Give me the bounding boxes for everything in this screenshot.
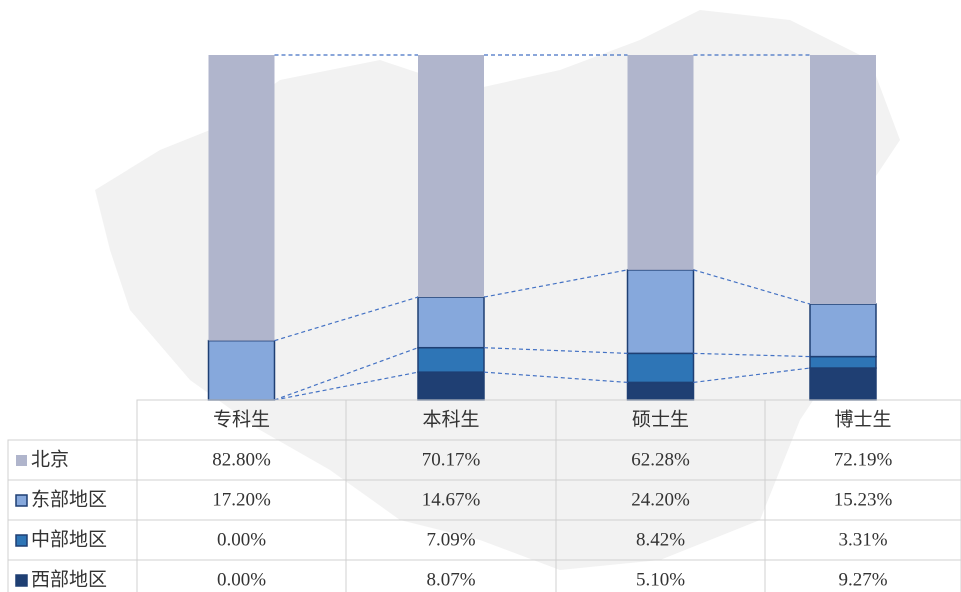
bar-segment [626, 352, 695, 384]
table-value: 9.27% [838, 569, 887, 590]
legend-swatch [15, 494, 28, 507]
category-label: 硕士生 [632, 408, 689, 430]
table-value: 0.00% [217, 529, 266, 550]
bar-segment [418, 55, 484, 298]
connector-line [693, 352, 811, 358]
map-background [95, 10, 900, 570]
bar-segment [417, 296, 485, 349]
connector-line [274, 296, 419, 342]
table-value: 8.07% [426, 569, 475, 590]
legend-swatch [15, 574, 28, 587]
connector-line [483, 371, 628, 384]
bar-segment [626, 381, 695, 401]
table-value: 70.17% [422, 449, 481, 470]
table-value: 3.31% [838, 529, 887, 550]
legend-swatch [16, 455, 27, 466]
bar-segment [417, 371, 485, 401]
bar-segment [417, 346, 485, 373]
connector-line [483, 347, 628, 354]
bar-segment [809, 367, 877, 401]
table-value: 17.20% [212, 489, 271, 510]
bar-segment [626, 269, 695, 355]
bar-segment [809, 355, 877, 369]
category-label: 本科生 [422, 408, 479, 430]
bar-segment [207, 339, 276, 401]
table-value: 82.80% [212, 449, 271, 470]
table-value: 15.23% [834, 489, 893, 510]
table-value: 7.09% [426, 529, 475, 550]
connector-line [274, 347, 419, 401]
connector-line [274, 371, 419, 401]
category-label: 博士生 [834, 408, 891, 430]
table-value: 24.20% [631, 489, 690, 510]
table-cell [7, 439, 138, 481]
bar-segment [810, 55, 876, 305]
table-value: 62.28% [631, 449, 690, 470]
table-value: 72.19% [834, 449, 893, 470]
table-value: 5.10% [636, 569, 685, 590]
legend-label: 北京 [31, 448, 69, 470]
connector-line [483, 269, 628, 298]
bar-segment [809, 303, 877, 358]
legend-label: 中部地区 [31, 528, 107, 550]
legend-swatch [15, 534, 28, 547]
legend-label: 西部地区 [31, 568, 107, 590]
table-cell [764, 559, 961, 592]
table-value: 8.42% [636, 529, 685, 550]
connector-line [693, 367, 811, 384]
connector-line [693, 269, 811, 305]
table-value: 14.67% [422, 489, 481, 510]
bar-segment [208, 55, 275, 341]
bar-segment [627, 55, 694, 270]
legend-label: 东部地区 [31, 488, 107, 510]
category-label: 专科生 [213, 408, 270, 430]
table-value: 0.00% [217, 569, 266, 590]
